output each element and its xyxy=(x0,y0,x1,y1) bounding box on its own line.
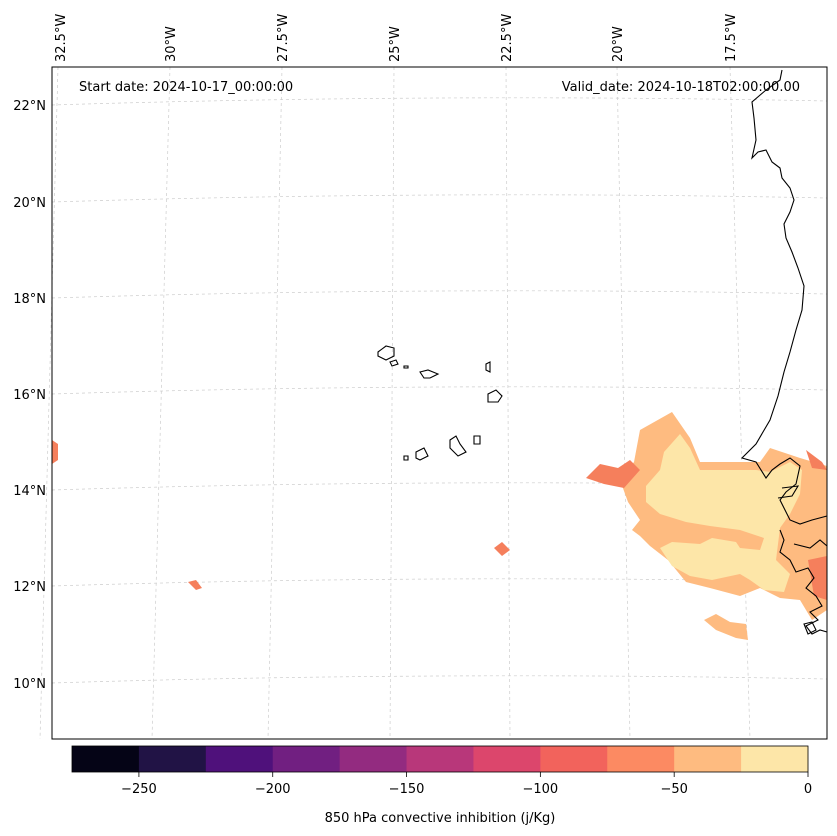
colorbar-tick-label: −50 xyxy=(660,782,687,797)
gridlines xyxy=(39,66,828,740)
latitude-tick-label: 10°N xyxy=(13,677,46,692)
longitude-tick-label: 22.5°W xyxy=(500,14,515,62)
latitude-tick-label: 20°N xyxy=(13,196,46,211)
colorbar-segment xyxy=(406,746,474,772)
meridian-line xyxy=(729,66,751,740)
cin-region-salmon-4 xyxy=(188,580,202,590)
latitude-tick-label: 14°N xyxy=(13,484,46,499)
parallel-line xyxy=(51,675,828,684)
meridian-line xyxy=(267,66,283,740)
parallel-line xyxy=(51,290,828,299)
valid-date-label: Valid_date: 2024-10-18T02:00:00.00 xyxy=(562,80,800,95)
cin-region-orange-2 xyxy=(704,614,748,640)
meridian-line xyxy=(389,66,395,740)
bissagos-islands xyxy=(803,621,817,635)
colorbar-tick-label: −100 xyxy=(523,782,559,797)
colorbar-segment xyxy=(741,746,809,772)
gambia-coast xyxy=(777,485,800,499)
colorbar-segment xyxy=(607,746,675,772)
longitude-labels: 32.5°W 30°W 27.5°W 25°W 22.5°W 20°W 17.5°W xyxy=(54,14,739,62)
latitude-tick-label: 18°N xyxy=(13,292,46,307)
longitude-tick-label: 32.5°W xyxy=(54,14,69,62)
colorbar-segment xyxy=(674,746,742,772)
colorbar-segment xyxy=(272,746,341,772)
meridian-line xyxy=(39,66,59,740)
colorbar-tick-label: −250 xyxy=(121,782,157,797)
colorbar-ticks: −250 −200 −150 −100 −50 0 xyxy=(121,772,812,797)
longitude-tick-label: 20°W xyxy=(611,26,626,62)
cape-verde-fogo xyxy=(415,447,429,461)
colorbar-segment xyxy=(205,746,274,772)
cape-verde-maio xyxy=(473,435,481,445)
colorbar-label: 850 hPa convective inhibition (j/Kg) xyxy=(325,811,556,826)
longitude-tick-label: 30°W xyxy=(164,26,179,62)
cape-verde-santa-luzia xyxy=(403,365,409,369)
parallel-line xyxy=(51,97,828,106)
colorbar-segment xyxy=(72,746,140,772)
cape-verde-santiago xyxy=(449,435,467,457)
longitude-tick-label: 27.5°W xyxy=(276,14,291,62)
colorbar-segment xyxy=(339,746,408,772)
cin-region-salmon-2 xyxy=(52,440,58,464)
cape-verde-santo-antao xyxy=(377,345,395,361)
longitude-tick-label: 25°W xyxy=(388,26,403,62)
cape-verde-sao-nicolau xyxy=(419,369,440,379)
colorbar-segment xyxy=(540,746,608,772)
colorbar-tick-label: 0 xyxy=(804,782,812,797)
meridian-line xyxy=(616,66,631,740)
cape-verde-boa-vista xyxy=(487,389,503,403)
africa-coastline xyxy=(740,69,828,525)
cin-region-salmon-3 xyxy=(494,542,510,556)
meridian-line xyxy=(151,66,171,740)
colorbar xyxy=(72,746,809,772)
cape-verde-sal xyxy=(485,361,491,373)
coastlines xyxy=(377,69,828,635)
cin-region-salmon-6 xyxy=(806,450,827,470)
convective-inhibition-field xyxy=(52,412,827,640)
colorbar-segment xyxy=(473,746,541,772)
parallel-line xyxy=(51,482,828,491)
meridian-line xyxy=(505,66,511,740)
cape-verde-brava xyxy=(403,455,409,461)
latitude-tick-label: 12°N xyxy=(13,580,46,595)
longitude-tick-label: 17.5°W xyxy=(724,14,739,62)
cin-region-salmon xyxy=(586,460,640,488)
start-date-label: Start date: 2024-10-17_00:00:00 xyxy=(79,80,293,95)
colorbar-frame xyxy=(71,745,809,773)
cin-region-salmon-5 xyxy=(808,556,827,600)
map-frame xyxy=(51,66,828,740)
africa-coastline-south xyxy=(779,529,828,635)
parallel-line xyxy=(51,578,828,587)
colorbar-tick-label: −150 xyxy=(389,782,425,797)
parallel-line xyxy=(51,194,828,203)
parallel-line xyxy=(51,386,828,395)
latitude-tick-label: 16°N xyxy=(13,388,46,403)
cape-verde-sao-vicente xyxy=(389,359,399,367)
guinea-coast xyxy=(793,539,828,549)
colorbar-segment xyxy=(138,746,207,772)
colorbar-tick-label: −200 xyxy=(255,782,291,797)
latitude-labels: 22°N 20°N 18°N 16°N 14°N 12°N 10°N xyxy=(13,99,46,692)
latitude-tick-label: 22°N xyxy=(13,99,46,114)
